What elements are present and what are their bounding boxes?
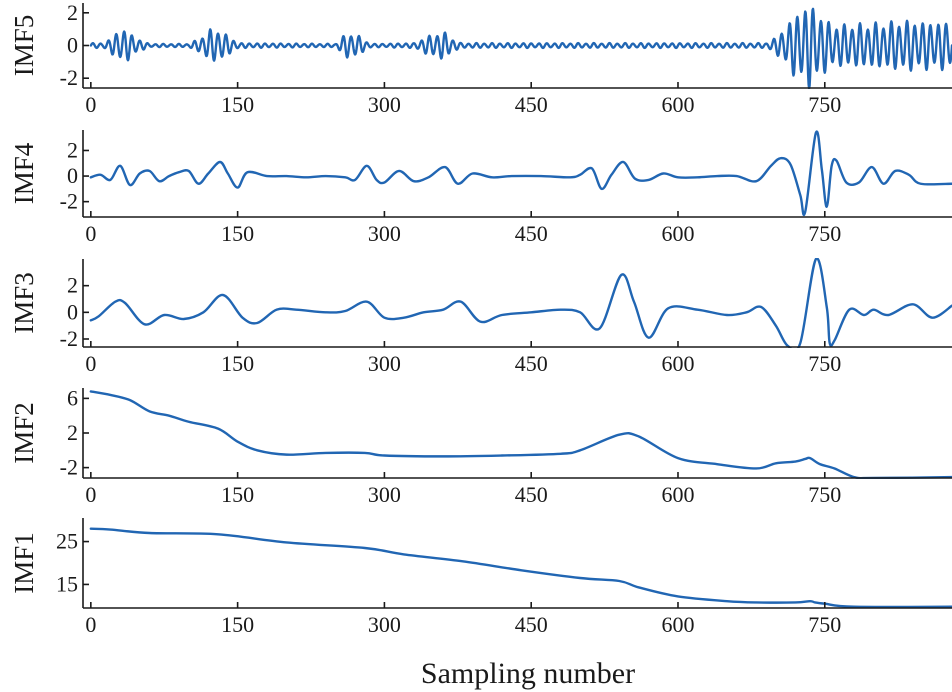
x-tick-label: 750 [808, 612, 841, 637]
y-tick-label: 6 [67, 385, 78, 410]
y-tick-label: 0 [67, 163, 78, 188]
y-tick-label: 2 [67, 0, 78, 25]
x-tick-label: 150 [221, 351, 254, 376]
x-tick-label: 450 [515, 221, 548, 246]
x-tick-label: 0 [85, 221, 96, 246]
y-tick-label: 2 [67, 137, 78, 162]
x-tick-label: 600 [661, 351, 694, 376]
y-tick-label: -2 [60, 455, 78, 480]
x-tick-label: 300 [368, 351, 401, 376]
x-tick-label: 150 [221, 482, 254, 507]
x-tick-label: 0 [85, 92, 96, 117]
y-tick-label: 2 [67, 420, 78, 445]
x-tick-label: 150 [221, 612, 254, 637]
x-tick-label: 0 [85, 612, 96, 637]
series-line-imf2 [89, 390, 952, 479]
y-tick-label: 15 [56, 571, 78, 596]
y-axis-label: IMF3 [9, 272, 39, 334]
panel-imf5: 2 0 -2 0 150 300 450 600 750 IMF5 [9, 0, 952, 117]
y-tick-label: 0 [67, 299, 78, 324]
x-tick-label: 0 [85, 351, 96, 376]
x-tick-label: 450 [515, 351, 548, 376]
y-tick-label: 25 [56, 529, 78, 554]
x-tick-label: 750 [808, 92, 841, 117]
x-tick-label: 0 [85, 482, 96, 507]
y-axis-label: IMF1 [9, 532, 39, 594]
y-axis-label: IMF4 [9, 142, 39, 204]
y-axis-label: IMF5 [9, 15, 39, 77]
y-tick-label: -2 [60, 189, 78, 214]
y-tick-label: -2 [60, 65, 78, 90]
y-tick-label: 0 [67, 33, 78, 58]
x-tick-label: 450 [515, 482, 548, 507]
x-tick-label: 600 [661, 92, 694, 117]
x-tick-label: 750 [808, 351, 841, 376]
x-tick-label: 300 [368, 482, 401, 507]
x-tick-label: 300 [368, 612, 401, 637]
x-tick-label: 300 [368, 221, 401, 246]
x-tick-label: 150 [221, 92, 254, 117]
x-tick-label: 750 [808, 482, 841, 507]
x-axis-label: Sampling number [421, 657, 635, 690]
x-tick-label: 300 [368, 92, 401, 117]
series-line-imf1 [89, 527, 952, 609]
series-line-imf5 [89, 7, 952, 89]
x-tick-label: 450 [515, 92, 548, 117]
panel-imf2: 6 2 -2 0 150 300 450 600 750 IMF2 [9, 385, 952, 507]
x-tick-label: 450 [515, 612, 548, 637]
y-tick-label: 2 [67, 273, 78, 298]
x-tick-label: 600 [661, 482, 694, 507]
x-tick-label: 150 [221, 221, 254, 246]
x-tick-label: 600 [661, 612, 694, 637]
series-line-imf3 [89, 258, 952, 348]
y-axis-label: IMF2 [9, 402, 39, 464]
y-tick-label: -2 [60, 326, 78, 351]
x-tick-label: 600 [661, 221, 694, 246]
x-tick-label: 750 [808, 221, 841, 246]
series-line-imf4 [89, 130, 952, 216]
